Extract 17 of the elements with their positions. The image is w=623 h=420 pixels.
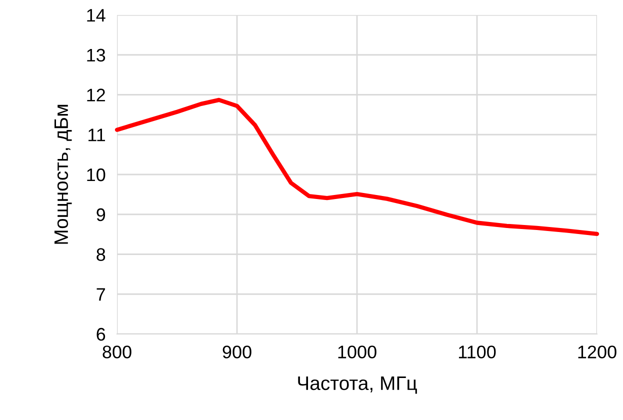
x-tick-label: 800 (102, 346, 132, 358)
x-tick-label: 1000 (338, 346, 376, 358)
y-axis-title: Мощность, дБм (54, 104, 72, 244)
y-tick-label: 9 (96, 208, 106, 222)
y-tick-label: 8 (96, 248, 106, 261)
x-axis-title: Частота, МГц (298, 376, 417, 394)
y-tick-label: 14 (87, 9, 106, 22)
x-tick-label: 1200 (578, 346, 616, 358)
y-tick-label: 11 (88, 128, 106, 142)
y-tick-label: 12 (87, 88, 105, 102)
x-tick-label: 900 (222, 346, 252, 358)
y-tick-label: 13 (87, 48, 106, 62)
y-tick-label: 7 (96, 288, 105, 301)
y-tick-label: 6 (96, 328, 106, 341)
x-tick-label: 1100 (458, 346, 496, 358)
line-series (114, 98, 600, 236)
y-tick-label: 10 (87, 168, 106, 182)
